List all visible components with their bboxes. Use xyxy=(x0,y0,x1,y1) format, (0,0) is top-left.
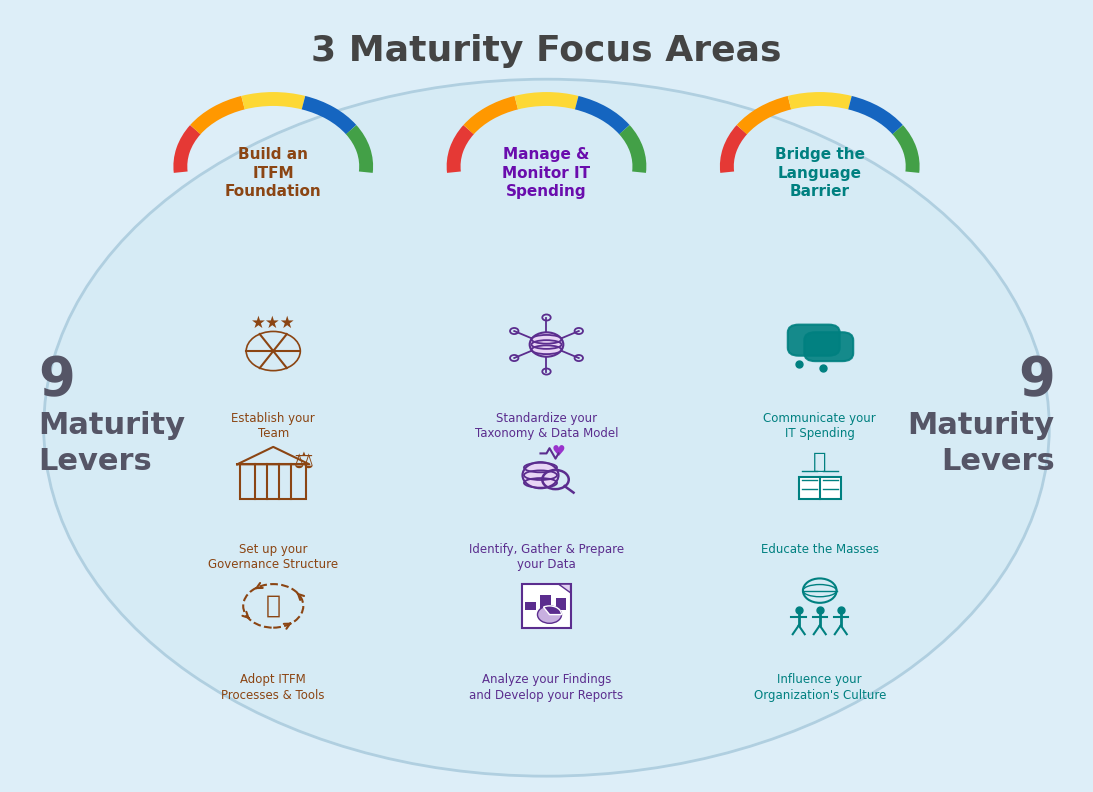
Text: Analyze your Findings
and Develop your Reports: Analyze your Findings and Develop your R… xyxy=(469,673,624,702)
Circle shape xyxy=(530,333,563,356)
Text: 3 Maturity Focus Areas: 3 Maturity Focus Areas xyxy=(312,35,781,68)
Text: ⚖: ⚖ xyxy=(293,452,314,472)
Text: Build an
ITFM
Foundation: Build an ITFM Foundation xyxy=(225,147,321,199)
Polygon shape xyxy=(559,584,571,592)
Text: Manage &
Monitor IT
Spending: Manage & Monitor IT Spending xyxy=(503,147,590,199)
Text: ♥: ♥ xyxy=(552,444,565,459)
Text: Maturity
Levers: Maturity Levers xyxy=(907,411,1055,476)
Text: Communicate your
IT Spending: Communicate your IT Spending xyxy=(763,412,877,440)
Bar xyxy=(240,464,306,499)
Text: 9: 9 xyxy=(1018,354,1055,406)
Text: 🗄: 🗄 xyxy=(541,335,552,354)
Text: Educate the Masses: Educate the Masses xyxy=(761,543,879,555)
Text: Set up your
Governance Structure: Set up your Governance Structure xyxy=(208,543,339,571)
Text: 🔧: 🔧 xyxy=(266,594,281,618)
Circle shape xyxy=(522,463,559,488)
Text: Adopt ITFM
Processes & Tools: Adopt ITFM Processes & Tools xyxy=(222,673,325,702)
Text: Influence your
Organization's Culture: Influence your Organization's Culture xyxy=(753,673,886,702)
Bar xyxy=(522,584,571,627)
Ellipse shape xyxy=(44,79,1049,776)
Text: Identify, Gather & Prepare
your Data: Identify, Gather & Prepare your Data xyxy=(469,543,624,571)
Bar xyxy=(526,602,537,611)
FancyBboxPatch shape xyxy=(788,325,839,356)
Bar xyxy=(799,478,841,499)
Circle shape xyxy=(538,606,562,623)
Text: Maturity
Levers: Maturity Levers xyxy=(38,411,186,476)
Bar xyxy=(540,595,551,611)
Bar xyxy=(555,598,566,611)
Text: Establish your
Team: Establish your Team xyxy=(232,412,315,440)
Text: 🤝: 🤝 xyxy=(265,334,282,364)
Text: 9: 9 xyxy=(38,354,75,406)
Text: Standardize your
Taxonomy & Data Model: Standardize your Taxonomy & Data Model xyxy=(474,412,619,440)
Text: ★★★: ★★★ xyxy=(251,314,295,332)
FancyBboxPatch shape xyxy=(804,333,854,361)
Text: Bridge the
Language
Barrier: Bridge the Language Barrier xyxy=(775,147,865,199)
Text: 🎓: 🎓 xyxy=(813,452,826,472)
Wedge shape xyxy=(543,606,562,615)
